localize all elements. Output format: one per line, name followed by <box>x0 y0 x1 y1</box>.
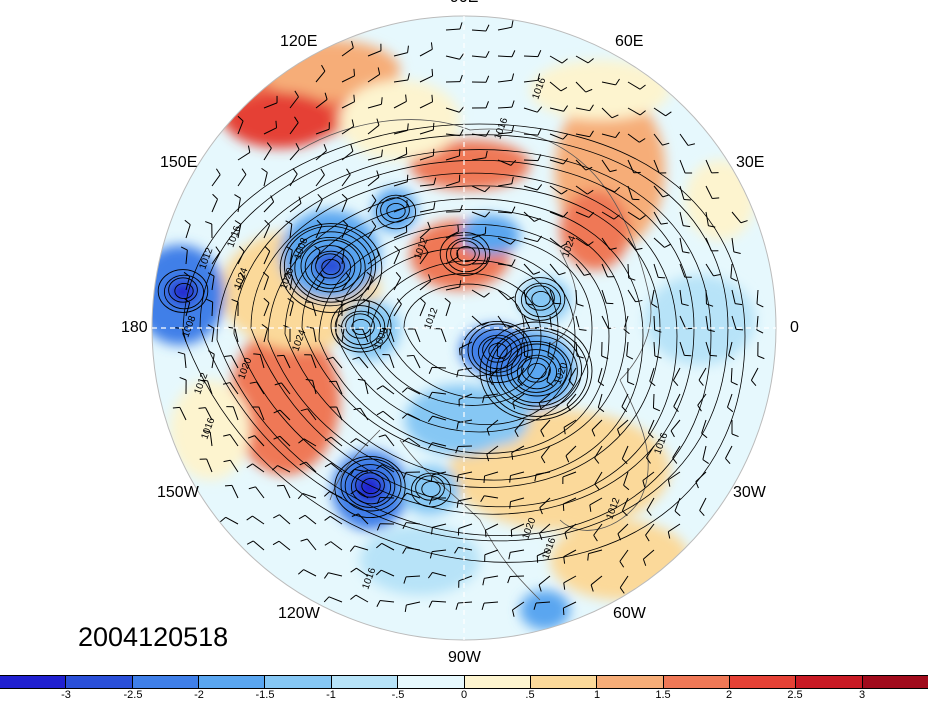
colorbar-segment <box>863 676 928 688</box>
colorbar-segment <box>133 676 199 688</box>
lon-label: 120E <box>280 33 317 51</box>
colorbar-tick-label: 1 <box>594 689 600 701</box>
colorbar-tick-label: 2.5 <box>787 689 802 701</box>
colorbar-tick-label: -2 <box>194 689 204 701</box>
colorbar-segment <box>465 676 531 688</box>
colorbar-segment <box>730 676 796 688</box>
colorbar-segment <box>664 676 730 688</box>
lon-label: 90W <box>448 649 481 667</box>
colorbar-tick-label: -.5 <box>392 689 405 701</box>
colorbar-tick-label: -2.5 <box>124 689 143 701</box>
colorbar-segment <box>332 676 398 688</box>
colorbar-tick-label: 2 <box>726 689 732 701</box>
colorbar-segment <box>199 676 265 688</box>
colorbar-tick-label: 1.5 <box>655 689 670 701</box>
colorbar-segment <box>531 676 597 688</box>
lon-label: 0 <box>790 319 799 337</box>
colorbar-segment <box>796 676 862 688</box>
anomaly-region <box>645 275 755 365</box>
lon-label: 120W <box>278 605 320 623</box>
colorbar-tick-label: 0 <box>461 689 467 701</box>
colorbar-tick-label: -1.5 <box>256 689 275 701</box>
lon-label: 60E <box>615 33 643 51</box>
colorbar-tick-label: -3 <box>61 689 71 701</box>
colorbar-segment <box>597 676 663 688</box>
colorbar-tick-label: -1 <box>326 689 336 701</box>
anomaly-region <box>685 160 755 240</box>
anomaly-region <box>360 525 480 595</box>
colorbar-segment <box>0 676 66 688</box>
lon-label: 60W <box>613 605 646 623</box>
colorbar-segment <box>265 676 331 688</box>
colorbar-tick-label: 3 <box>859 689 865 701</box>
lon-label: 90E <box>450 0 478 7</box>
anomaly-region <box>520 278 570 322</box>
lon-label: 180 <box>121 319 148 337</box>
lon-label: 30W <box>733 484 766 502</box>
date-stamp: 2004120518 <box>78 622 228 653</box>
colorbar <box>0 675 928 689</box>
anomaly-region <box>530 60 670 120</box>
colorbar-segment <box>398 676 464 688</box>
lon-label: 150W <box>157 484 199 502</box>
colorbar-segment <box>66 676 132 688</box>
lon-label: 30E <box>736 154 764 172</box>
anomaly-region <box>373 188 417 232</box>
lon-label: 150E <box>160 154 197 172</box>
colorbar-tick-label: .5 <box>525 689 534 701</box>
